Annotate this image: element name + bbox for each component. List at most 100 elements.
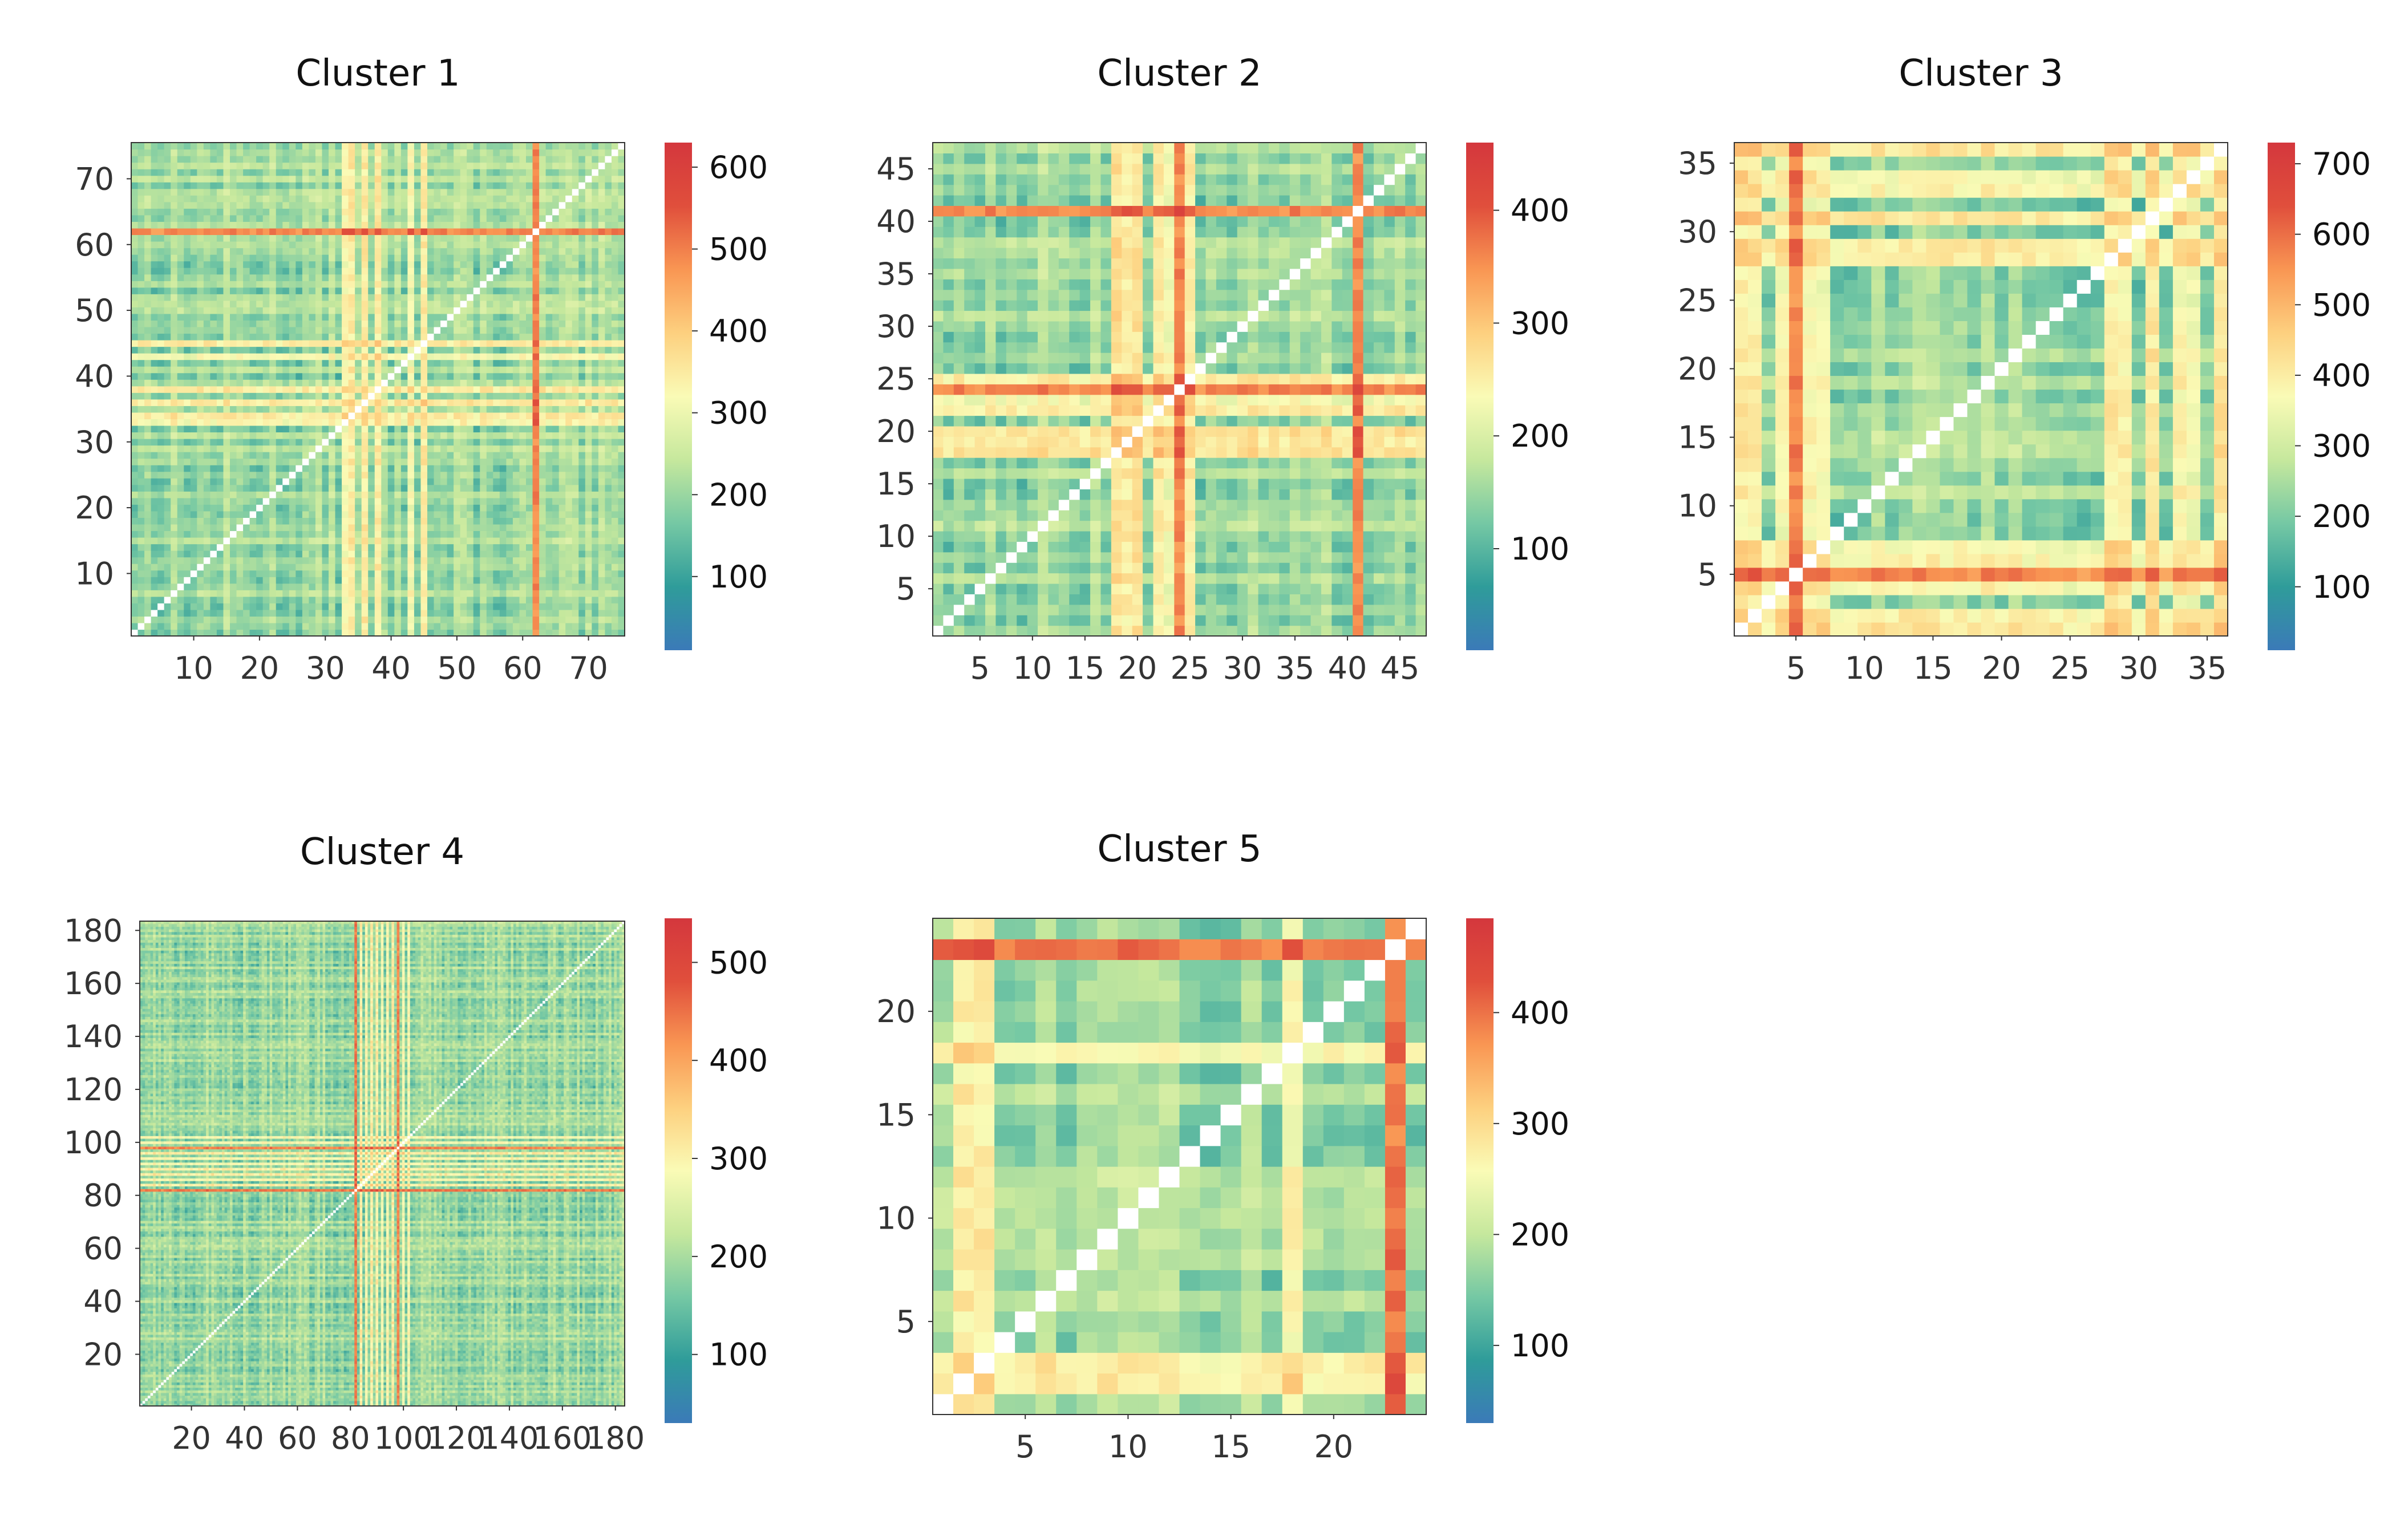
heatmap-cell [191,333,197,340]
heatmap-cell [302,241,309,248]
heatmap-cell [243,234,250,241]
heatmap-cell [526,472,533,479]
heatmap-cell [440,557,447,564]
heatmap-cell [138,583,145,590]
heatmap-cell [342,274,349,281]
heatmap-cell [184,439,191,445]
heatmap-cell [467,504,473,511]
heatmap-cell [204,504,211,511]
heatmap-cell [519,221,526,228]
heatmap-cell [362,530,369,537]
heatmap-cell [434,432,441,439]
heatmap-cell [552,544,559,551]
heatmap-cell [204,373,211,380]
heatmap-cell [368,261,375,268]
heatmap-cell [526,412,533,419]
heatmap-cell [282,261,289,268]
heatmap-cell [572,629,579,636]
heatmap-cell [210,373,217,380]
heatmap-cell [223,583,230,590]
heatmap-cell [388,629,395,636]
heatmap-cell [237,281,244,287]
heatmap-cell [480,425,487,432]
heatmap-cell [447,254,454,261]
heatmap-cell [217,386,224,393]
heatmap-cell [559,314,566,321]
heatmap-cell [565,301,572,307]
heatmap-cell [171,221,177,228]
heatmap-cell [388,452,395,459]
heatmap-cell [250,327,257,334]
heatmap-cell [500,360,507,367]
heatmap-cell [565,610,572,617]
heatmap-cell [329,517,335,524]
heatmap-cell [506,432,513,439]
heatmap-cell [151,452,158,459]
heatmap-cell [375,623,382,630]
heatmap-cell [592,452,598,459]
heatmap-cell [237,261,244,268]
heatmap-cell [598,320,605,327]
heatmap-cell [296,623,302,630]
heatmap-cell [315,485,322,492]
heatmap-cell [151,386,158,393]
heatmap-cell [276,472,283,479]
heatmap-cell [197,491,204,498]
heatmap-cell [282,623,289,630]
heatmap-cell [546,478,553,485]
heatmap-cell [368,333,375,340]
heatmap-cell [500,399,507,406]
heatmap-cell [355,623,362,630]
heatmap-cell [388,439,395,445]
heatmap-cell [513,439,520,445]
heatmap-cell [612,616,618,623]
heatmap-cell [250,530,257,537]
heatmap-cell [217,530,224,537]
heatmap-cell [362,603,369,610]
heatmap-cell [552,228,559,235]
heatmap-cell [598,234,605,241]
heatmap-cell [329,386,335,393]
heatmap-cell [256,616,263,623]
heatmap-cell [362,432,369,439]
heatmap-cell [210,340,217,347]
heatmap-cell [243,544,250,551]
heatmap-cell [289,485,296,492]
heatmap-cell [612,287,618,294]
heatmap-cell [276,379,283,386]
heatmap-cell [164,570,171,577]
heatmap-cell [618,353,625,360]
heatmap-cell [440,373,447,380]
heatmap-cell [394,590,401,597]
heatmap-cell [440,597,447,603]
heatmap-cell [585,524,592,531]
heatmap-cell [177,287,184,294]
heatmap-cell [533,590,540,597]
heatmap-cell [375,629,382,636]
heatmap-cell [454,241,460,248]
heatmap-cell [467,294,473,301]
heatmap-cell [230,419,237,425]
heatmap-cell [263,610,270,617]
heatmap-cell [210,274,217,281]
heatmap-cell [420,360,427,367]
heatmap-cell [487,261,493,268]
heatmap-cell [177,294,184,301]
heatmap-cell [565,445,572,452]
heatmap-cell [578,254,585,261]
heatmap-cell [256,399,263,406]
heatmap-cell [368,425,375,432]
heatmap-cell [375,557,382,564]
heatmap-cell [296,347,302,354]
heatmap-cell [131,327,138,334]
heatmap-cell [559,307,566,314]
heatmap-cell [315,353,322,360]
heatmap-cell [309,550,315,557]
heatmap-cell [480,478,487,485]
heatmap-cell [559,340,566,347]
heatmap-cell [276,425,283,432]
heatmap-cell [381,399,388,406]
heatmap-cell [171,629,177,636]
heatmap-cell [493,379,500,386]
heatmap-cell [394,530,401,537]
